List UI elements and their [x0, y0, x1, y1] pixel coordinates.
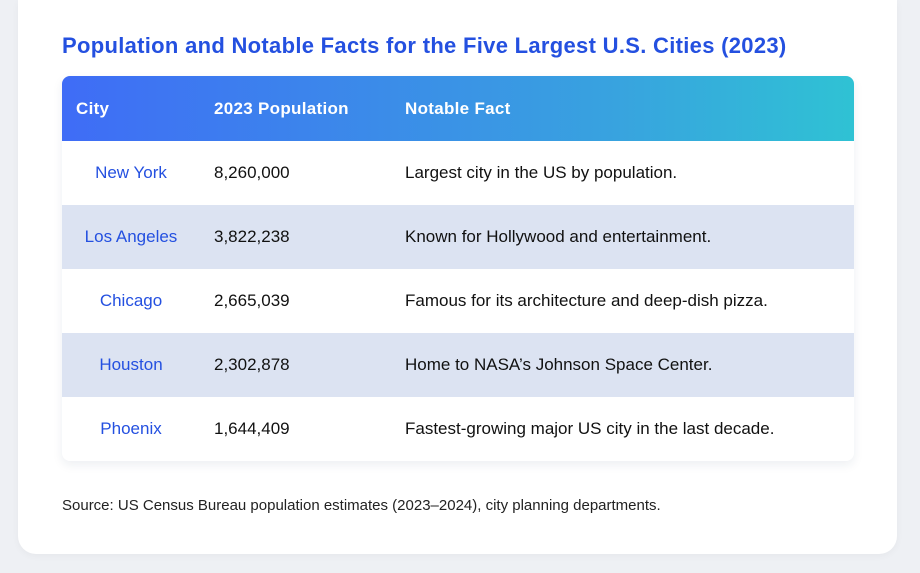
population-cell: 2,665,039: [214, 291, 290, 310]
table-body: New York 8,260,000 Largest city in the U…: [62, 141, 854, 461]
population-cell: 1,644,409: [214, 419, 290, 438]
cities-table: City 2023 Population Notable Fact New Yo…: [62, 76, 854, 461]
city-link[interactable]: Phoenix: [100, 419, 162, 438]
header-row: City 2023 Population Notable Fact: [62, 76, 854, 141]
notable-fact-cell: Largest city in the US by population.: [405, 163, 678, 182]
notable-fact-cell: Home to NASA’s Johnson Space Center.: [405, 355, 713, 374]
table-row: Los Angeles 3,822,238 Known for Hollywoo…: [62, 205, 854, 269]
city-link[interactable]: Chicago: [99, 291, 163, 310]
table-row: Chicago 2,665,039 Famous for its archite…: [62, 269, 854, 333]
cities-table-container: City 2023 Population Notable Fact New Yo…: [62, 76, 854, 461]
column-header-notable-fact[interactable]: Notable Fact: [405, 98, 511, 118]
table-row: Phoenix 1,644,409 Fastest-growing major …: [62, 397, 854, 461]
content-card: Population and Notable Facts for the Fiv…: [18, 0, 897, 554]
column-header-population[interactable]: 2023 Population: [214, 98, 349, 118]
page-title: Population and Notable Facts for the Fiv…: [62, 33, 787, 58]
city-link[interactable]: New York: [95, 163, 167, 182]
notable-fact-cell: Fastest-growing major US city in the las…: [405, 419, 775, 438]
notable-fact-cell: Famous for its architecture and deep-dis…: [405, 291, 768, 310]
table-header: City 2023 Population Notable Fact: [62, 76, 854, 141]
city-link[interactable]: Houston: [99, 355, 163, 374]
table-row: New York 8,260,000 Largest city in the U…: [62, 141, 854, 205]
column-header-city[interactable]: City: [76, 98, 110, 118]
city-link[interactable]: Los Angeles: [84, 227, 178, 246]
population-cell: 3,822,238: [214, 227, 290, 246]
table-row: Houston 2,302,878 Home to NASA’s Johnson…: [62, 333, 854, 397]
population-cell: 2,302,878: [214, 355, 290, 374]
population-cell: 8,260,000: [214, 163, 290, 182]
source-note: Source: US Census Bureau population esti…: [62, 497, 661, 514]
notable-fact-cell: Known for Hollywood and entertainment.: [405, 227, 712, 246]
